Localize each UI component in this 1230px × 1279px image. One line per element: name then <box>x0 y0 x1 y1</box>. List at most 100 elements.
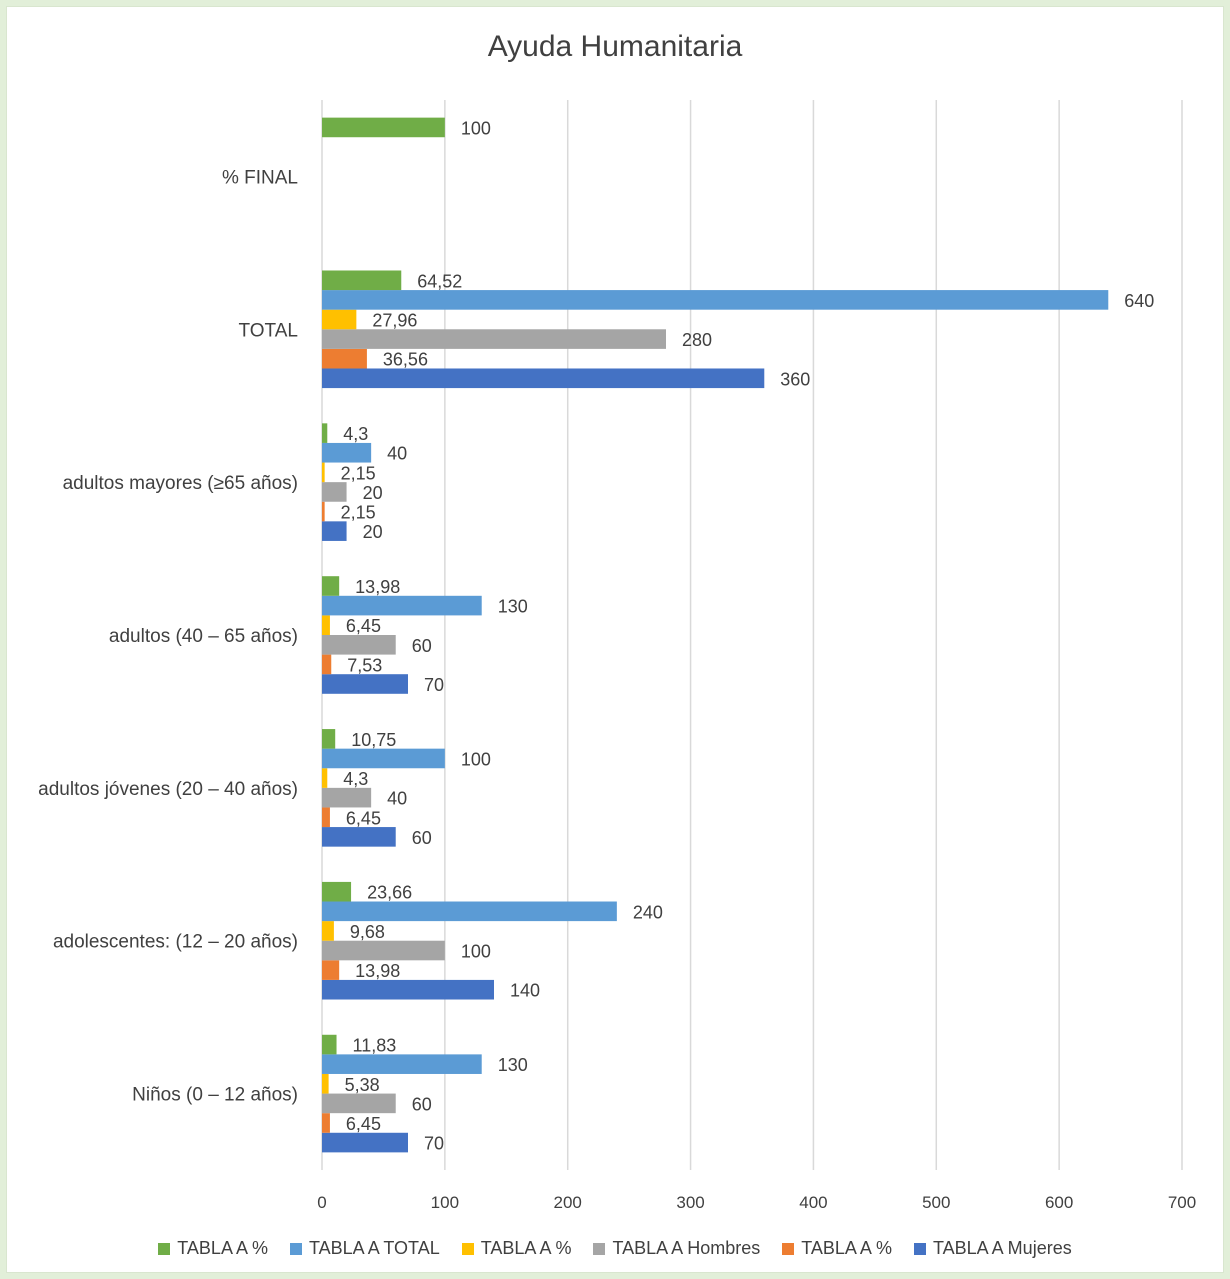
bar <box>322 290 1109 310</box>
bar <box>322 960 340 980</box>
category-label: adultos (40 – 65 años) <box>109 626 298 647</box>
bar <box>322 1054 482 1074</box>
legend-swatch <box>782 1242 795 1255</box>
data-label: 60 <box>412 1094 432 1114</box>
data-label: 6,45 <box>346 808 381 828</box>
legend-swatch <box>158 1242 171 1255</box>
bar <box>322 348 367 369</box>
data-label: 27,96 <box>372 310 417 330</box>
chart-frame <box>6 6 1224 1273</box>
legend-item: TABLA A Mujeres <box>913 1238 1072 1259</box>
x-tick-label: 300 <box>676 1193 704 1212</box>
bar <box>322 309 357 330</box>
bar <box>322 654 332 675</box>
bar <box>322 807 330 828</box>
legend-label: TABLA A TOTAL <box>309 1238 440 1258</box>
bar <box>322 462 325 483</box>
legend-label: TABLA A % <box>177 1238 268 1258</box>
bar <box>322 901 617 922</box>
data-label: 20 <box>363 483 383 503</box>
x-tick-label: 500 <box>922 1193 950 1212</box>
x-tick-label: 600 <box>1045 1193 1073 1212</box>
category-label: TOTAL <box>239 320 298 341</box>
data-label: 240 <box>633 902 663 922</box>
data-label: 60 <box>412 828 432 848</box>
bar <box>322 1073 329 1094</box>
bar <box>322 748 445 769</box>
data-label: 20 <box>363 522 383 542</box>
data-label: 6,45 <box>346 1114 381 1134</box>
data-label: 5,38 <box>345 1075 380 1095</box>
x-tick-label: 200 <box>554 1193 582 1212</box>
bar <box>322 501 325 522</box>
legend-label: TABLA A % <box>801 1238 892 1258</box>
bar <box>322 768 328 788</box>
legend-label: TABLA A Hombres <box>612 1238 761 1258</box>
x-tick-label: 700 <box>1168 1193 1196 1212</box>
bar <box>322 117 445 138</box>
data-label: 10,75 <box>351 730 396 750</box>
bar <box>322 442 372 463</box>
bar <box>322 729 336 749</box>
data-label: 100 <box>461 942 491 962</box>
legend-item: TABLA A % <box>158 1238 268 1259</box>
data-label: 640 <box>1124 291 1154 311</box>
x-tick-label: 0 <box>317 1193 326 1212</box>
bar <box>322 1132 408 1153</box>
x-tick-label: 100 <box>431 1193 459 1212</box>
data-label: 40 <box>387 789 407 809</box>
legend-item: TABLA A % <box>461 1238 572 1259</box>
data-label: 40 <box>387 444 407 464</box>
data-label: 7,53 <box>347 655 382 675</box>
legend-swatch <box>593 1242 606 1255</box>
bar <box>322 615 330 635</box>
legend-label: TABLA A % <box>480 1238 572 1258</box>
legend-swatch <box>913 1242 926 1255</box>
data-label: 64,52 <box>417 271 462 291</box>
data-label: 13,98 <box>355 961 400 981</box>
data-label: 11,83 <box>353 1036 397 1056</box>
bar <box>322 576 340 596</box>
data-label: 6,45 <box>346 616 381 636</box>
legend-item: TABLA A TOTAL <box>290 1238 440 1259</box>
bar <box>322 1113 330 1133</box>
data-label: 70 <box>424 675 444 695</box>
chart-title: Ayuda Humanitaria <box>487 30 743 63</box>
bar <box>322 787 372 808</box>
data-label: 23,66 <box>367 883 412 903</box>
category-label: adultos mayores (≥65 años) <box>63 473 298 494</box>
category-label: Niños (0 – 12 años) <box>132 1085 298 1106</box>
bar <box>322 482 347 502</box>
data-label: 360 <box>780 369 810 389</box>
data-label: 9,68 <box>350 922 385 942</box>
data-label: 130 <box>498 1055 528 1075</box>
data-label: 13,98 <box>355 577 400 597</box>
legend-label: TABLA A Mujeres <box>932 1238 1072 1258</box>
data-label: 2,15 <box>341 463 376 483</box>
bar <box>322 521 347 541</box>
data-label: 100 <box>461 118 491 138</box>
bar <box>322 368 765 389</box>
data-label: 4,3 <box>343 769 368 789</box>
category-label: adolescentes: (12 – 20 años) <box>53 932 298 953</box>
legend-swatch <box>461 1242 474 1255</box>
bar <box>322 270 402 291</box>
legend-swatch <box>290 1242 302 1255</box>
data-label: 100 <box>461 749 491 769</box>
data-label: 280 <box>682 330 712 350</box>
bar <box>322 940 445 961</box>
bar <box>322 921 334 941</box>
data-label: 4,3 <box>343 424 368 444</box>
bar <box>322 979 494 1000</box>
data-label: 60 <box>412 636 432 656</box>
data-label: 2,15 <box>341 503 376 523</box>
chart-legend: TABLA A % TABLA A TOTAL TABLA A % TABLA A H… <box>0 1238 1230 1259</box>
bar <box>322 674 408 694</box>
bar <box>322 423 328 443</box>
legend-item: TABLA A Hombres <box>593 1238 760 1259</box>
bar <box>322 329 666 349</box>
bar <box>322 595 482 616</box>
category-label: % FINAL <box>222 167 298 188</box>
category-label: adultos jóvenes (20 – 40 años) <box>38 779 298 800</box>
bar <box>322 881 352 902</box>
